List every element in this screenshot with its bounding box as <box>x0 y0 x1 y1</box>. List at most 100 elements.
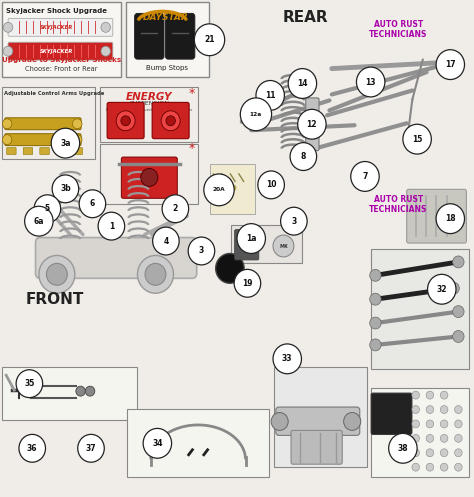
FancyBboxPatch shape <box>371 388 469 477</box>
Text: 7: 7 <box>362 172 368 181</box>
Text: 5: 5 <box>45 204 50 213</box>
Text: 37: 37 <box>86 444 96 453</box>
FancyBboxPatch shape <box>100 144 198 204</box>
FancyBboxPatch shape <box>165 13 195 59</box>
Circle shape <box>273 344 301 374</box>
Circle shape <box>19 434 46 462</box>
Text: AUTO RUST
TECHNICIANS: AUTO RUST TECHNICIANS <box>369 20 428 39</box>
FancyBboxPatch shape <box>371 248 469 369</box>
Circle shape <box>440 406 448 414</box>
Text: 20A: 20A <box>213 187 225 192</box>
Circle shape <box>426 434 434 442</box>
Circle shape <box>237 224 265 253</box>
Circle shape <box>234 269 261 297</box>
Circle shape <box>403 124 431 154</box>
Circle shape <box>188 237 215 265</box>
FancyBboxPatch shape <box>407 189 466 243</box>
Circle shape <box>101 46 110 56</box>
Circle shape <box>230 185 236 191</box>
Circle shape <box>370 269 381 281</box>
Circle shape <box>240 98 272 131</box>
Text: Choose: Front or Rear: Choose: Front or Rear <box>26 66 98 72</box>
Text: 35: 35 <box>24 379 35 388</box>
Circle shape <box>16 370 43 398</box>
Text: SUSPENSION: SUSPENSION <box>129 101 169 106</box>
FancyBboxPatch shape <box>5 118 81 130</box>
FancyBboxPatch shape <box>135 13 164 59</box>
Circle shape <box>3 22 13 32</box>
FancyBboxPatch shape <box>306 98 319 151</box>
Circle shape <box>426 391 434 399</box>
Circle shape <box>440 449 448 457</box>
Circle shape <box>428 274 456 304</box>
Circle shape <box>141 168 158 186</box>
Circle shape <box>426 463 434 471</box>
Circle shape <box>389 433 417 463</box>
Text: 4: 4 <box>163 237 169 246</box>
Text: 8: 8 <box>301 152 306 161</box>
Text: Performance Polyurethane Components: Performance Polyurethane Components <box>106 108 192 112</box>
FancyBboxPatch shape <box>56 148 66 155</box>
Circle shape <box>412 449 419 457</box>
Text: 17: 17 <box>445 60 456 69</box>
Circle shape <box>356 67 385 97</box>
FancyBboxPatch shape <box>100 87 198 142</box>
Circle shape <box>440 434 448 442</box>
FancyBboxPatch shape <box>8 18 113 36</box>
Text: MX: MX <box>279 244 288 248</box>
Circle shape <box>412 391 419 399</box>
Text: ENERGY: ENERGY <box>126 92 173 102</box>
Circle shape <box>440 391 448 399</box>
Circle shape <box>153 227 179 255</box>
Text: 3a: 3a <box>60 139 71 148</box>
Circle shape <box>426 406 434 414</box>
Circle shape <box>436 204 465 234</box>
Text: FRONT: FRONT <box>26 292 84 307</box>
Circle shape <box>370 293 381 305</box>
Text: 32: 32 <box>437 285 447 294</box>
Text: DAYSTAR: DAYSTAR <box>143 13 189 22</box>
Text: 15: 15 <box>412 135 422 144</box>
Text: 3: 3 <box>199 247 204 255</box>
Circle shape <box>194 24 225 56</box>
Text: 1a: 1a <box>246 234 256 243</box>
Circle shape <box>440 463 448 471</box>
FancyBboxPatch shape <box>36 238 197 278</box>
Text: SKYJACKER: SKYJACKER <box>40 49 73 54</box>
Circle shape <box>46 263 67 285</box>
Circle shape <box>412 463 419 471</box>
Circle shape <box>455 449 462 457</box>
Circle shape <box>370 317 381 329</box>
Circle shape <box>121 116 130 126</box>
Text: 6: 6 <box>90 199 95 208</box>
Circle shape <box>76 386 85 396</box>
Text: REAR: REAR <box>283 10 328 25</box>
Circle shape <box>436 50 465 80</box>
Circle shape <box>73 119 82 129</box>
Circle shape <box>351 162 379 191</box>
Text: Bump Stops: Bump Stops <box>146 65 188 71</box>
Circle shape <box>273 235 294 257</box>
FancyBboxPatch shape <box>7 148 16 155</box>
Circle shape <box>440 420 448 428</box>
Circle shape <box>79 190 106 218</box>
Text: AUTO RUST
TECHNICIANS: AUTO RUST TECHNICIANS <box>369 195 428 214</box>
Text: 33: 33 <box>282 354 292 363</box>
Circle shape <box>51 128 80 158</box>
Circle shape <box>455 406 462 414</box>
Circle shape <box>344 413 361 430</box>
Circle shape <box>455 420 462 428</box>
Text: 36: 36 <box>27 444 37 453</box>
FancyBboxPatch shape <box>152 102 189 139</box>
Circle shape <box>412 406 419 414</box>
FancyBboxPatch shape <box>121 157 177 198</box>
Circle shape <box>3 46 13 56</box>
Circle shape <box>85 386 95 396</box>
FancyBboxPatch shape <box>231 225 302 263</box>
Circle shape <box>116 111 135 131</box>
Circle shape <box>52 175 79 203</box>
FancyBboxPatch shape <box>126 2 209 77</box>
Text: 6a: 6a <box>34 217 44 226</box>
Text: 3: 3 <box>291 217 297 226</box>
Text: SKYJACKER: SKYJACKER <box>40 25 73 30</box>
